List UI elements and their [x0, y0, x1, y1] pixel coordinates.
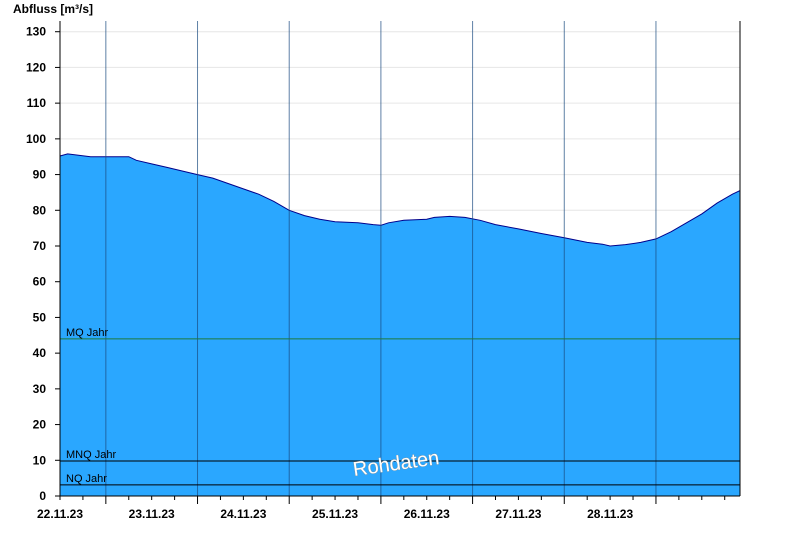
y-tick-label: 30	[33, 382, 47, 396]
x-tick-label: 23.11.23	[129, 507, 175, 521]
x-tick-label: 25.11.23	[312, 507, 358, 521]
y-tick-label: 120	[26, 60, 46, 74]
x-tick-label: 26.11.23	[404, 507, 450, 521]
discharge-fill	[60, 153, 740, 496]
day-separator-lines	[105, 21, 657, 496]
x-axis-ticks: 22.11.23 23.11.23 24.11.23 25.11.23 26.11.23…	[37, 496, 726, 521]
y-axis-title: Abfluss [m³/s]	[13, 2, 93, 16]
y-tick-label: 100	[26, 132, 46, 146]
y-tick-label: 10	[33, 453, 47, 467]
reference-line-label: MNQ Jahr	[66, 449, 116, 461]
x-tick-label: 27.11.23	[495, 507, 541, 521]
reference-lines: MQ Jahr MNQ Jahr NQ Jahr	[60, 327, 740, 486]
y-tick-label: 0	[39, 489, 46, 503]
y-tick-label: 70	[33, 239, 47, 253]
x-tick-label: 24.11.23	[220, 507, 266, 521]
x-tick-label: 22.11.23	[37, 507, 83, 521]
axes	[59, 21, 741, 497]
discharge-line	[59, 153, 741, 247]
y-tick-label: 90	[33, 168, 47, 182]
discharge-area	[59, 153, 741, 496]
reference-line-label: MQ Jahr	[66, 327, 109, 339]
y-tick-label: 40	[33, 346, 47, 360]
y-tick-label: 60	[33, 275, 47, 289]
y-tick-label: 110	[27, 96, 47, 110]
y-tick-label: 130	[26, 25, 46, 39]
y-tick-label: 20	[33, 418, 47, 432]
y-tick-label: 50	[33, 310, 47, 324]
y-axis-ticks: 0 10 20 30 40 50 60 70 80 90 100 110 120 130	[26, 25, 60, 503]
y-tick-label: 80	[33, 203, 47, 217]
x-tick-label: 28.11.23	[587, 507, 633, 521]
reference-line-label: NQ Jahr	[66, 473, 107, 485]
